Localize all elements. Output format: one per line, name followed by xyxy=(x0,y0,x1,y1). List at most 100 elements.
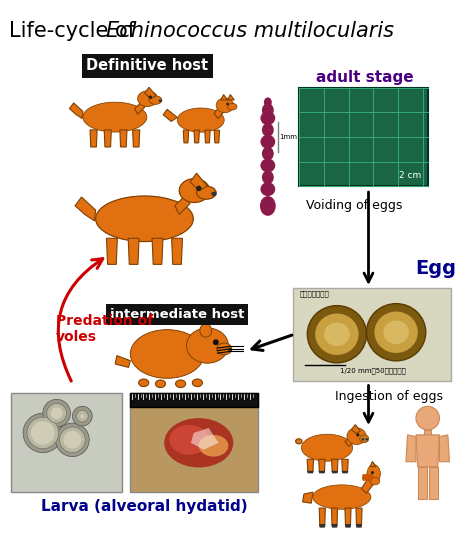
Circle shape xyxy=(371,471,374,474)
Circle shape xyxy=(31,421,55,445)
Circle shape xyxy=(76,410,88,422)
Ellipse shape xyxy=(262,103,274,117)
Ellipse shape xyxy=(179,179,210,202)
Polygon shape xyxy=(362,477,375,493)
Ellipse shape xyxy=(301,434,353,461)
Circle shape xyxy=(73,406,92,426)
Polygon shape xyxy=(331,524,337,528)
Polygon shape xyxy=(418,467,427,499)
FancyBboxPatch shape xyxy=(11,393,122,492)
Text: intermediate host: intermediate host xyxy=(110,308,244,321)
Polygon shape xyxy=(319,524,325,528)
Ellipse shape xyxy=(199,435,228,457)
Polygon shape xyxy=(331,508,337,526)
Ellipse shape xyxy=(130,330,204,378)
Ellipse shape xyxy=(169,425,209,455)
Text: 多包条虫の虫卵: 多包条虫の虫卵 xyxy=(300,291,329,298)
Ellipse shape xyxy=(260,196,276,216)
Polygon shape xyxy=(152,238,163,264)
Ellipse shape xyxy=(296,439,302,444)
Polygon shape xyxy=(205,130,210,143)
Polygon shape xyxy=(104,130,111,147)
Ellipse shape xyxy=(366,304,426,361)
Ellipse shape xyxy=(315,314,359,355)
Ellipse shape xyxy=(137,91,157,107)
Polygon shape xyxy=(191,428,219,450)
Polygon shape xyxy=(145,87,156,98)
Ellipse shape xyxy=(175,380,186,388)
Polygon shape xyxy=(356,524,362,528)
Polygon shape xyxy=(416,435,439,467)
Polygon shape xyxy=(163,109,177,122)
Circle shape xyxy=(80,414,84,418)
Ellipse shape xyxy=(211,192,217,196)
Ellipse shape xyxy=(367,474,371,481)
Circle shape xyxy=(365,438,368,441)
Polygon shape xyxy=(342,471,348,473)
Circle shape xyxy=(226,103,229,105)
Ellipse shape xyxy=(360,435,369,442)
Ellipse shape xyxy=(200,324,211,337)
Polygon shape xyxy=(439,435,449,462)
Circle shape xyxy=(196,186,201,191)
Text: Life-cycle of: Life-cycle of xyxy=(9,21,142,41)
Ellipse shape xyxy=(96,196,193,242)
Polygon shape xyxy=(214,107,224,119)
Circle shape xyxy=(60,427,85,453)
Circle shape xyxy=(47,403,66,423)
Ellipse shape xyxy=(139,379,149,387)
Polygon shape xyxy=(303,492,313,503)
Polygon shape xyxy=(128,238,139,264)
Ellipse shape xyxy=(228,348,232,352)
Text: Larva (alveoral hydatid): Larva (alveoral hydatid) xyxy=(41,499,248,514)
Polygon shape xyxy=(345,436,356,446)
Circle shape xyxy=(64,431,82,448)
Polygon shape xyxy=(424,430,431,435)
Text: Echinococcus multilocularis: Echinococcus multilocularis xyxy=(106,21,394,41)
Circle shape xyxy=(55,423,89,457)
Ellipse shape xyxy=(262,170,274,184)
Ellipse shape xyxy=(369,474,373,481)
Polygon shape xyxy=(331,459,338,472)
Ellipse shape xyxy=(159,100,162,102)
Ellipse shape xyxy=(260,135,275,149)
Text: Ingestion of eggs: Ingestion of eggs xyxy=(335,390,443,403)
Polygon shape xyxy=(135,102,145,114)
Circle shape xyxy=(149,96,152,99)
Polygon shape xyxy=(307,459,314,472)
Polygon shape xyxy=(107,238,118,264)
Ellipse shape xyxy=(217,343,232,355)
Polygon shape xyxy=(319,459,325,472)
FancyBboxPatch shape xyxy=(130,393,258,492)
Circle shape xyxy=(213,340,219,345)
Ellipse shape xyxy=(307,306,366,363)
Polygon shape xyxy=(172,238,182,264)
Ellipse shape xyxy=(177,108,224,132)
Polygon shape xyxy=(75,197,96,221)
Text: Egg: Egg xyxy=(415,259,456,278)
Ellipse shape xyxy=(155,380,165,388)
Polygon shape xyxy=(331,471,338,473)
Ellipse shape xyxy=(186,328,228,363)
Text: 2 cm: 2 cm xyxy=(399,171,421,180)
Ellipse shape xyxy=(260,182,275,196)
Polygon shape xyxy=(175,195,190,215)
Circle shape xyxy=(23,413,63,453)
Polygon shape xyxy=(69,103,83,118)
Text: 1/20 mm（50ミクロン）: 1/20 mm（50ミクロン） xyxy=(339,368,405,374)
Ellipse shape xyxy=(262,147,274,160)
Ellipse shape xyxy=(362,474,366,481)
Circle shape xyxy=(362,438,364,441)
Polygon shape xyxy=(228,95,234,100)
Ellipse shape xyxy=(260,159,275,173)
Polygon shape xyxy=(183,130,189,143)
Ellipse shape xyxy=(164,418,233,467)
Ellipse shape xyxy=(313,485,371,509)
Polygon shape xyxy=(221,95,228,100)
Polygon shape xyxy=(406,435,416,462)
Ellipse shape xyxy=(324,322,350,346)
Text: 1mm: 1mm xyxy=(280,134,298,140)
Polygon shape xyxy=(120,130,127,147)
Circle shape xyxy=(416,406,439,430)
Polygon shape xyxy=(319,508,325,526)
